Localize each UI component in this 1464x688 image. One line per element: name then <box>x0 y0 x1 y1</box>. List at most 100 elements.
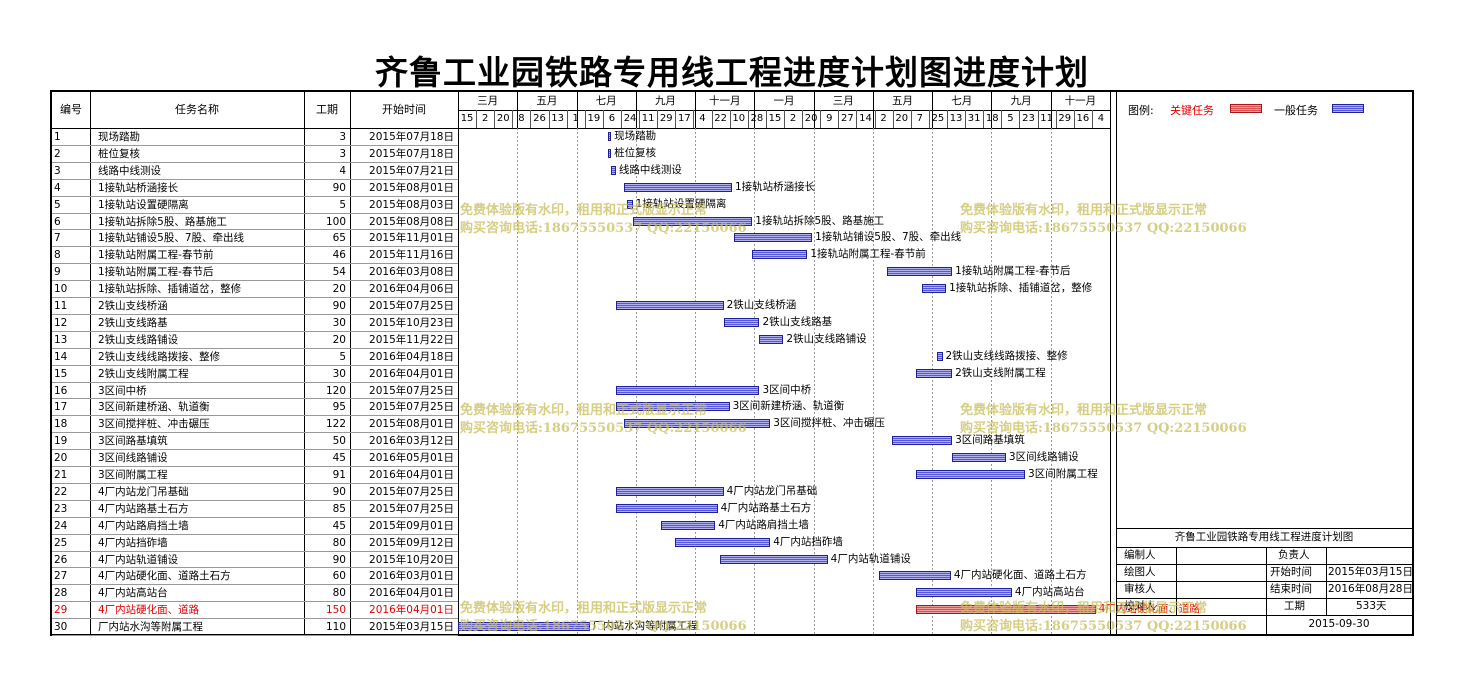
info-col-line <box>1176 547 1177 615</box>
timeline-tick: 29 <box>659 113 673 124</box>
task-bar <box>952 453 1006 463</box>
header-name: 任务名称 <box>175 103 219 116</box>
task-duration: 90 <box>332 553 346 566</box>
tick-line <box>856 110 858 128</box>
task-bar-label: 线路中线测设 <box>618 163 682 176</box>
task-bar-label: 2铁山支线附属工程 <box>955 366 1046 379</box>
tick-line <box>530 110 532 128</box>
task-bar <box>719 554 828 564</box>
task-id: 23 <box>54 502 68 515</box>
task-start: 2015年07月25日 <box>369 485 454 498</box>
timeline-tick: 10 <box>732 113 746 124</box>
row-divider <box>52 432 458 434</box>
task-bar-label: 现场踏勘 <box>614 130 657 142</box>
task-name: 1接轨站拆除、插铺道岔，整修 <box>98 283 242 296</box>
page-title: 齐鲁工业园铁路专用线工程进度计划图进度计划 <box>375 53 1089 92</box>
task-start: 2015年07月25日 <box>369 502 454 515</box>
month-line <box>1050 92 1052 128</box>
task-duration: 150 <box>325 604 346 617</box>
timeline-tick: 9 <box>826 113 833 124</box>
info-col-line <box>1266 547 1267 615</box>
task-bar <box>892 436 953 446</box>
task-bar <box>936 351 943 361</box>
task-bar-label: 1接轨站附属工程-春节前 <box>810 248 926 261</box>
tick-line <box>566 110 568 128</box>
timeline-tick: 28 <box>750 113 764 124</box>
task-id: 18 <box>54 418 68 431</box>
task-bar <box>734 233 813 243</box>
task-id: 22 <box>54 485 68 498</box>
tick-line <box>675 110 677 128</box>
timeline-tick: 2 <box>789 113 797 124</box>
task-bar <box>879 571 951 581</box>
info-owner-label: 负责人 <box>1278 549 1310 561</box>
task-bar <box>674 537 771 547</box>
timeline-tick: 13 <box>949 113 963 124</box>
task-bar <box>916 470 1026 479</box>
timeline-month: 七月 <box>595 95 617 107</box>
task-start: 2016年04月01日 <box>369 367 454 380</box>
grid-line <box>813 128 815 634</box>
task-start: 2015年08月01日 <box>369 418 454 431</box>
task-bar <box>611 165 616 175</box>
task-bar <box>615 385 760 395</box>
task-bar-label: 2铁山支线线路拨接、整修 <box>945 349 1068 362</box>
task-id: 1 <box>54 131 61 143</box>
tick-line <box>1073 110 1075 128</box>
task-start: 2015年09月01日 <box>369 519 454 532</box>
tick-line <box>1019 110 1021 128</box>
task-name: 4厂内站轨道铺设 <box>98 553 179 566</box>
task-name: 1接轨站附属工程-春节前 <box>98 249 214 262</box>
task-bar-label: 4厂内站硬化面、道路 <box>1098 603 1200 616</box>
task-name: 2铁山支线附属工程 <box>98 367 189 380</box>
row-divider <box>52 280 458 282</box>
tick-line <box>965 110 967 128</box>
row-divider <box>52 449 458 451</box>
task-name: 4厂内站高站台 <box>98 587 168 600</box>
task-id: 21 <box>54 469 68 481</box>
task-name: 4厂内站硬化面、道路 <box>98 604 200 617</box>
task-name: 3区间新建桥涵、轨道衡 <box>98 401 210 414</box>
legend-critical-swatch <box>1230 104 1262 113</box>
info-drawer-label: 绘图人 <box>1124 566 1156 578</box>
task-start: 2015年11月01日 <box>369 232 454 245</box>
task-id: 25 <box>54 536 68 549</box>
timeline-tick: 22 <box>714 113 727 124</box>
task-bar-label: 4厂内站挡砟墙 <box>773 535 843 548</box>
task-name: 4厂内站路基土石方 <box>98 502 189 515</box>
timeline-tick: 31 <box>967 113 981 124</box>
task-bar-label: 1接轨站桥涵接长 <box>734 180 816 193</box>
task-bar <box>458 622 590 632</box>
task-duration: 80 <box>332 536 346 549</box>
task-name: 3区间路基填筑 <box>98 435 168 448</box>
row-divider <box>52 330 458 332</box>
month-line <box>754 92 756 128</box>
task-bar-label: 桩位复核 <box>614 146 657 159</box>
info-row-line <box>1116 547 1412 548</box>
task-bar <box>615 402 730 412</box>
timeline-tick: 18 <box>985 113 999 124</box>
tick-line <box>729 110 731 128</box>
task-start: 2015年11月16日 <box>369 249 454 262</box>
task-bar <box>887 267 953 277</box>
task-name: 4厂内站路肩挡土墙 <box>98 519 189 532</box>
tick-line <box>892 110 894 128</box>
row-divider <box>52 567 458 569</box>
month-line <box>517 92 519 128</box>
tick-line <box>928 110 930 128</box>
timeline-tick: 20 <box>804 113 818 124</box>
task-duration: 90 <box>332 300 346 312</box>
task-bar-label: 2铁山支线桥涵 <box>726 299 797 311</box>
task-start: 2015年07月25日 <box>369 300 454 312</box>
task-id: 24 <box>54 519 68 532</box>
timeline-tick: 26 <box>533 113 546 124</box>
row-divider <box>52 635 458 636</box>
task-start: 2015年03月15日 <box>369 621 454 634</box>
task-bar <box>615 301 724 310</box>
month-line <box>872 92 874 128</box>
row-divider <box>52 161 458 163</box>
task-id: 16 <box>54 384 68 397</box>
task-id: 7 <box>54 232 61 245</box>
timeline-tick: 17 <box>678 113 691 124</box>
month-line <box>813 92 815 128</box>
